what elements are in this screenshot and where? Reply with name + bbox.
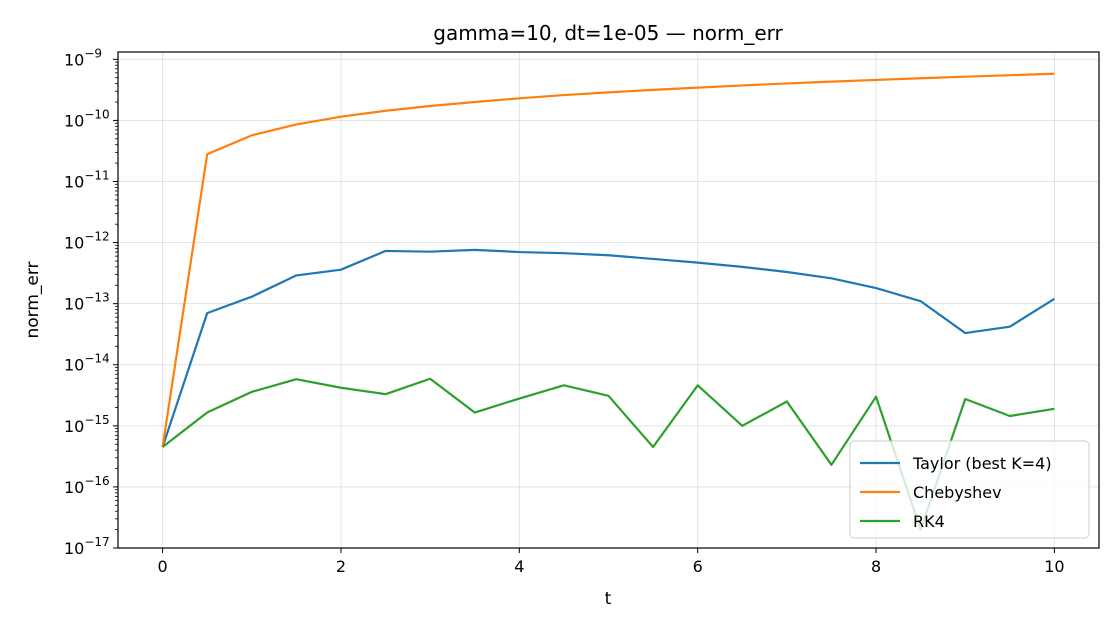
y-tick-label: 10−15 (64, 413, 110, 436)
axis-ticks: 0 2 4 6 8 10 10−17 10−16 10−15 10−14 10−13 10−12 10−… (64, 46, 1065, 576)
y-tick-label: 10−12 (64, 230, 110, 253)
x-tick-label: 2 (336, 557, 346, 576)
y-tick-label: 10−11 (64, 168, 110, 191)
x-tick-label: 0 (157, 557, 167, 576)
y-tick-label: 10−13 (64, 291, 110, 314)
legend: Taylor (best K=4) Chebyshev RK4 (849, 440, 1090, 539)
legend-label-taylor-best-k-4: Taylor (best K=4) (912, 454, 1052, 473)
plot-frame (117, 51, 1100, 549)
grid (118, 52, 1099, 549)
x-tick-label: 6 (693, 557, 703, 576)
legend-box (849, 440, 1090, 539)
y-tick-label: 10−9 (64, 46, 102, 69)
x-axis-title: t (605, 589, 612, 609)
x-tick-label: 10 (1044, 557, 1064, 576)
x-tick-label: 8 (871, 557, 881, 576)
y-tick-label: 10−10 (64, 107, 110, 130)
series-line-taylor-best-k-4 (161, 248, 1055, 448)
legend-label-rk4: RK4 (913, 512, 945, 531)
y-tick-label: 10−17 (64, 535, 110, 558)
y-tick-label: 10−16 (64, 474, 110, 497)
x-tick-label: 4 (514, 557, 524, 576)
legend-label-chebyshev: Chebyshev (913, 483, 1002, 502)
y-axis-title: norm_err (23, 261, 43, 338)
series-line-chebyshev (161, 72, 1055, 448)
chart-title: gamma=10, dt=1e-05 — norm_err (433, 21, 783, 45)
y-tick-label: 10−14 (64, 352, 110, 375)
